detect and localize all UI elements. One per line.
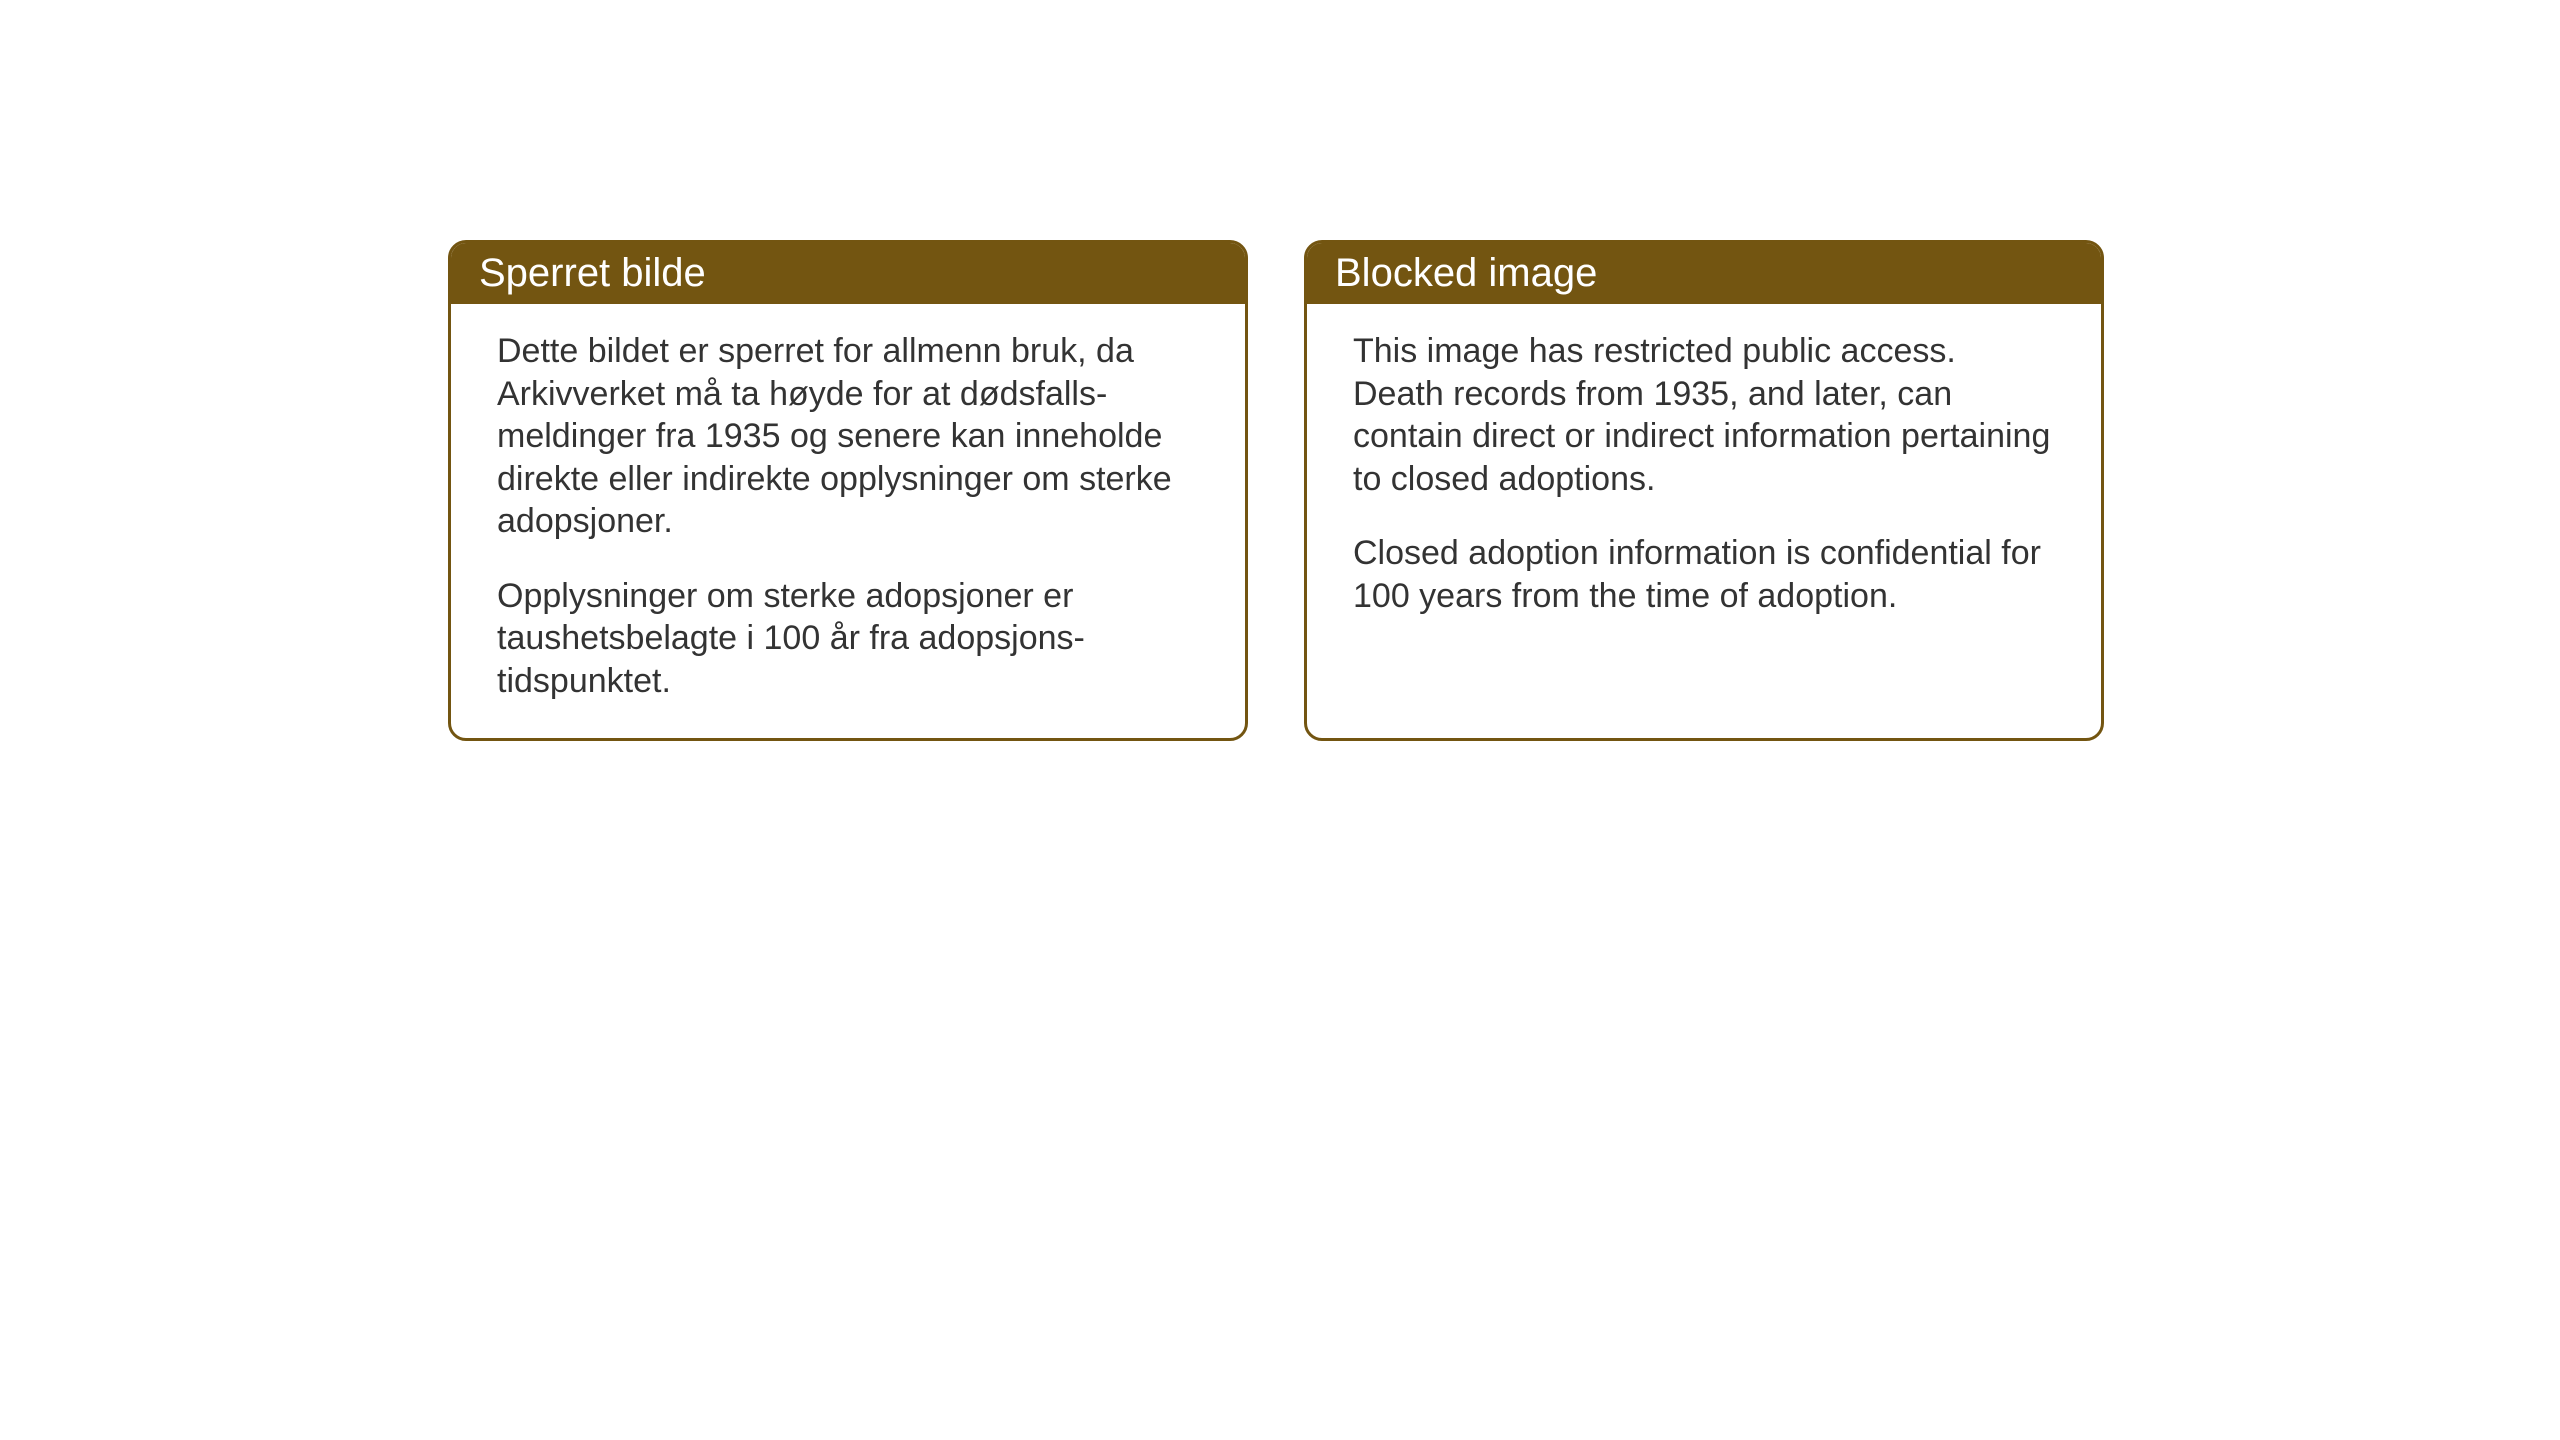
english-card-title: Blocked image	[1307, 243, 2101, 304]
norwegian-notice-card: Sperret bilde Dette bildet er sperret fo…	[448, 240, 1248, 741]
norwegian-card-body: Dette bildet er sperret for allmenn bruk…	[451, 304, 1245, 738]
english-paragraph-2: Closed adoption information is confident…	[1353, 532, 2055, 617]
english-notice-card: Blocked image This image has restricted …	[1304, 240, 2104, 741]
english-paragraph-1: This image has restricted public access.…	[1353, 330, 2055, 500]
notice-container: Sperret bilde Dette bildet er sperret fo…	[448, 240, 2104, 741]
norwegian-paragraph-2: Opplysninger om sterke adopsjoner er tau…	[497, 575, 1199, 703]
norwegian-paragraph-1: Dette bildet er sperret for allmenn bruk…	[497, 330, 1199, 543]
norwegian-card-title: Sperret bilde	[451, 243, 1245, 304]
english-card-body: This image has restricted public access.…	[1307, 304, 2101, 653]
